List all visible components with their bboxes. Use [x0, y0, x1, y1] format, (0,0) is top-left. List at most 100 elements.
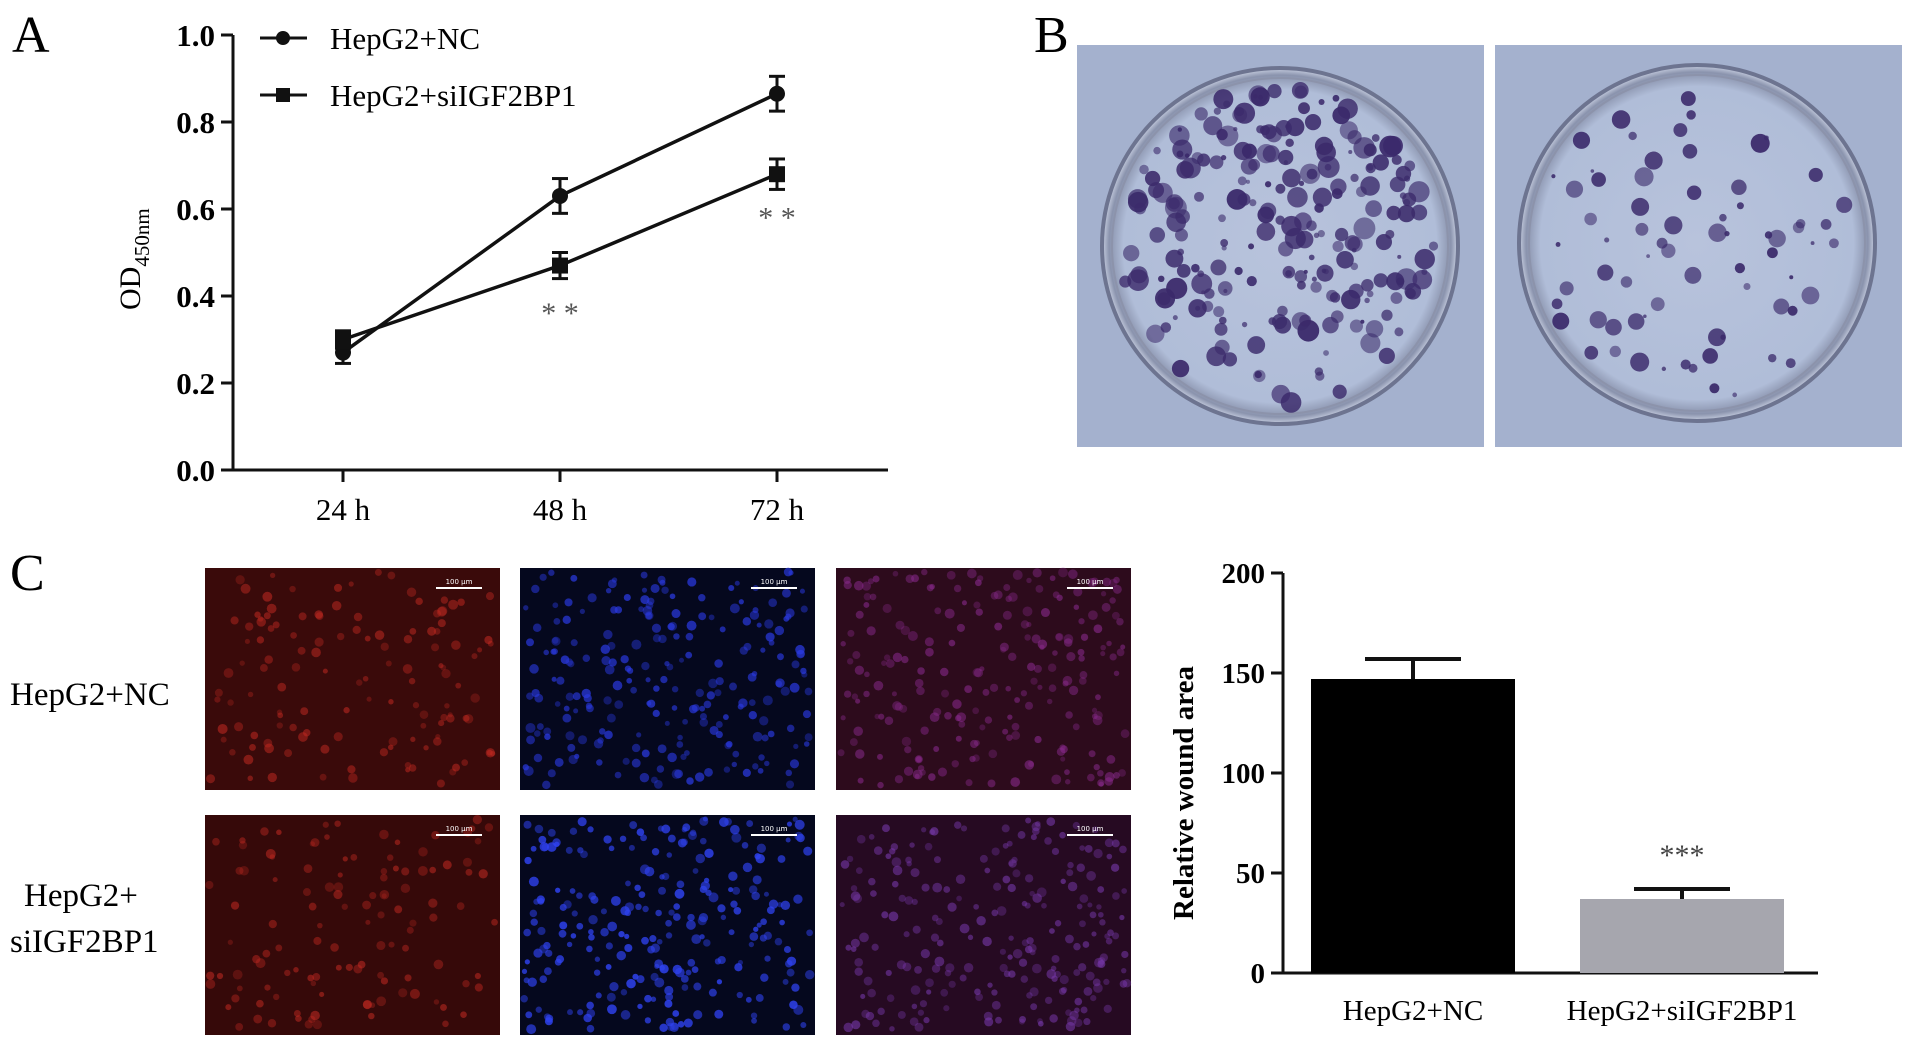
colony — [1221, 245, 1227, 251]
nucleus — [1109, 597, 1116, 604]
colony — [1366, 163, 1374, 171]
colony — [1316, 264, 1334, 282]
petri-dish-right-rim — [1528, 74, 1866, 412]
colony — [1731, 179, 1747, 196]
nucleus — [1010, 777, 1021, 787]
nucleus — [840, 641, 846, 647]
colony — [1688, 363, 1698, 373]
nucleus — [783, 567, 793, 577]
nucleus — [868, 834, 875, 840]
nucleus — [993, 590, 1003, 600]
nucleus — [952, 699, 962, 709]
nucleus — [973, 903, 979, 910]
legend: HepG2+NC HepG2+siIGF2BP1 — [260, 21, 577, 113]
nucleus — [298, 612, 307, 621]
nucleus — [979, 666, 985, 672]
colony — [1682, 143, 1698, 159]
nucleus — [206, 774, 216, 784]
nucleus — [554, 701, 561, 707]
colony — [1635, 222, 1649, 236]
colony — [1220, 239, 1229, 247]
nucleus — [925, 647, 934, 657]
nucleus — [928, 773, 936, 781]
nucleus — [677, 838, 687, 848]
nucleus — [526, 735, 535, 745]
nucleus — [680, 974, 689, 983]
nucleus — [959, 974, 967, 982]
nucleus — [1018, 958, 1028, 967]
nucleus — [912, 769, 923, 780]
colony — [1631, 197, 1650, 216]
colony — [1589, 311, 1607, 329]
nucleus — [768, 598, 778, 607]
nucleus — [965, 779, 973, 787]
nucleus — [872, 1019, 880, 1028]
nucleus — [1046, 969, 1057, 979]
nucleus — [800, 1022, 807, 1029]
colony — [1160, 322, 1172, 333]
nucleus — [631, 639, 642, 650]
nucleus — [594, 956, 601, 962]
nucleus — [783, 945, 792, 953]
nucleus — [641, 587, 648, 593]
nucleus — [1107, 929, 1114, 937]
nucleus — [914, 678, 924, 688]
nucleus — [376, 940, 386, 951]
nucleus — [388, 699, 394, 705]
nucleus — [537, 926, 546, 936]
nucleus — [763, 891, 769, 897]
nucleus — [620, 989, 628, 996]
nucleus — [272, 621, 280, 629]
colony — [1304, 113, 1322, 131]
scale-bars: 100 μm 100 μm 100 μm 100 μm 100 μm 100 μm — [436, 578, 1113, 836]
colony — [1256, 222, 1276, 241]
nucleus — [716, 979, 723, 985]
nucleus — [708, 988, 717, 997]
nucleus — [243, 754, 254, 765]
nucleus — [227, 939, 233, 945]
nucleus — [856, 834, 866, 844]
nucleus — [905, 856, 912, 864]
nucleus — [533, 948, 543, 958]
nucleus — [900, 625, 911, 636]
nucleus — [406, 587, 417, 597]
nucleus — [641, 661, 650, 671]
colony — [1329, 292, 1341, 303]
nucleus — [350, 853, 358, 861]
nucleus — [944, 608, 955, 619]
nucleus — [759, 716, 769, 726]
colony — [1351, 247, 1357, 253]
nucleus — [689, 829, 697, 837]
colony — [1627, 313, 1645, 330]
nucleus — [883, 654, 891, 661]
nucleus — [715, 677, 724, 686]
nucleus — [437, 619, 446, 628]
micrograph-nc-red — [205, 568, 500, 790]
nucleus — [605, 964, 612, 970]
nucleus — [1102, 577, 1112, 587]
nucleus — [1087, 902, 1093, 908]
nucleus — [873, 680, 884, 691]
nucleus — [398, 988, 408, 998]
nucleus — [1088, 750, 1096, 758]
nucleus — [988, 749, 998, 759]
colony — [1559, 281, 1574, 296]
nucleus — [1047, 663, 1057, 673]
nucleus — [753, 926, 759, 932]
nucleus — [866, 626, 876, 636]
nucleus — [630, 686, 637, 694]
nucleus — [999, 963, 1008, 973]
nucleus — [786, 724, 795, 733]
colony — [1241, 143, 1257, 159]
nucleus — [704, 848, 714, 859]
nucleus — [409, 919, 417, 927]
nucleus — [669, 593, 676, 600]
nucleus — [538, 835, 547, 844]
nucleus — [284, 969, 291, 977]
nucleus — [1054, 920, 1062, 927]
nucleus — [559, 921, 568, 930]
nucleus — [402, 664, 413, 674]
nucleus — [1073, 1018, 1083, 1028]
nucleus — [738, 599, 744, 605]
nucleus — [1091, 826, 1099, 834]
